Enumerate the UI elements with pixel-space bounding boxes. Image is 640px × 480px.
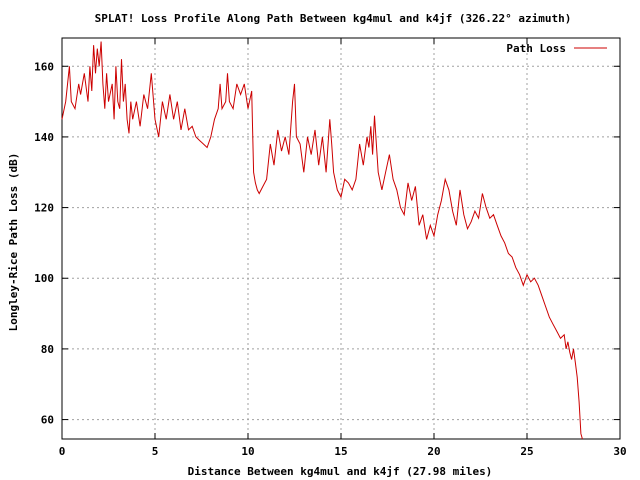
x-tick-label: 25	[520, 445, 533, 458]
grid	[62, 38, 620, 439]
x-tick-label: 15	[334, 445, 347, 458]
x-tick-label: 30	[613, 445, 626, 458]
legend-label-path-loss: Path Loss	[506, 42, 566, 55]
y-tick-label: 60	[41, 414, 54, 427]
x-tick-label: 5	[152, 445, 159, 458]
y-tick-label: 160	[34, 60, 54, 73]
x-tick-label: 0	[59, 445, 66, 458]
y-tick-label: 80	[41, 343, 54, 356]
legend: Path Loss	[506, 42, 607, 55]
y-tick-label: 120	[34, 202, 54, 215]
x-axis-title: Distance Between kg4mul and k4jf (27.98 …	[188, 465, 493, 478]
x-tick-label: 10	[241, 445, 254, 458]
axis-ticks: 0 5 10 15 20 25 30 60 80 100 120 140 160	[34, 38, 627, 458]
x-tick-label: 20	[427, 445, 440, 458]
y-tick-label: 100	[34, 272, 54, 285]
path-loss-line	[61, 41, 583, 440]
y-axis-title: Longley-Rice Path Loss (dB)	[7, 153, 20, 332]
y-tick-label: 140	[34, 131, 54, 144]
chart-title: SPLAT! Loss Profile Along Path Between k…	[95, 12, 572, 25]
